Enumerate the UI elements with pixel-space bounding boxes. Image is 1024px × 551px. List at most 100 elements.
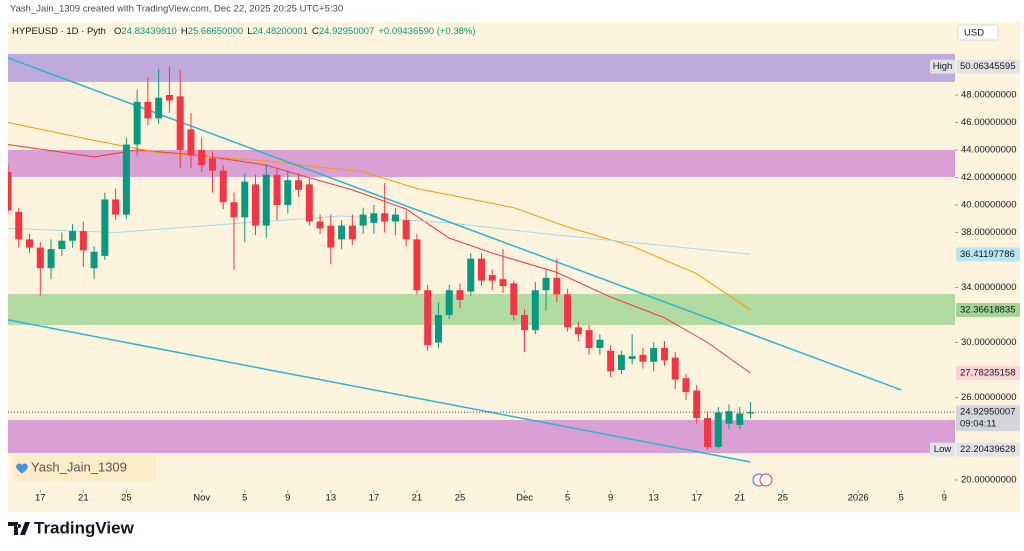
price-label-box bbox=[956, 442, 1020, 457]
candle-body bbox=[133, 101, 141, 145]
currency-box bbox=[957, 24, 999, 41]
zone bbox=[8, 149, 955, 177]
currency: USD bbox=[964, 28, 984, 39]
trend-line bbox=[8, 319, 751, 463]
price-label: 50.06345595 bbox=[960, 61, 1015, 72]
x-tick-label: 9 bbox=[285, 493, 290, 504]
legend-key: C bbox=[312, 26, 319, 37]
watermark: Yash_Jain_1309 bbox=[31, 459, 127, 474]
candle-body bbox=[639, 354, 647, 362]
candle-body bbox=[198, 149, 206, 166]
x-tick-label: 17 bbox=[35, 493, 46, 504]
candle-body bbox=[553, 277, 561, 295]
candle-body bbox=[219, 170, 227, 203]
x-tick-label: 13 bbox=[648, 493, 659, 504]
candle-body bbox=[69, 231, 77, 241]
candle-body bbox=[208, 158, 216, 171]
x-tick-label: 25 bbox=[778, 493, 789, 504]
candle-body bbox=[47, 248, 55, 269]
candle-body bbox=[671, 357, 679, 380]
candle-body bbox=[499, 279, 507, 287]
legend: HYPEUSD · 1D · Pyth O24.83439810 H25.66650… bbox=[12, 26, 476, 37]
price-label-box bbox=[956, 405, 1020, 432]
candle-body bbox=[112, 199, 120, 215]
candle-body bbox=[165, 95, 173, 101]
price-label: 22.20439628 bbox=[960, 444, 1015, 455]
y-tick-label: 48.00000000 bbox=[961, 90, 1016, 101]
price-label-box bbox=[956, 59, 1020, 74]
candle-body bbox=[348, 225, 356, 240]
legend-change: +0.09436590 (+0.38%) bbox=[378, 26, 475, 37]
plot-area bbox=[8, 53, 955, 463]
candle-body bbox=[596, 339, 604, 348]
candle-body bbox=[434, 314, 442, 343]
candle-body bbox=[26, 239, 34, 248]
candle-body bbox=[478, 258, 485, 281]
candle-body bbox=[391, 214, 399, 222]
y-tick-label: 44.00000000 bbox=[961, 145, 1016, 156]
candle-body bbox=[316, 221, 324, 229]
candle-body bbox=[467, 258, 475, 292]
axes: 20.00000000 26.00000000 30.00000000 34.0000… bbox=[35, 59, 1020, 504]
candle-body bbox=[305, 184, 313, 222]
candle-body bbox=[617, 354, 625, 370]
x-tick-label: Nov bbox=[193, 493, 210, 504]
brand: TradingView bbox=[34, 518, 135, 537]
zone bbox=[8, 53, 955, 82]
x-tick-label: 25 bbox=[121, 493, 132, 504]
y-tick-label: 40.00000000 bbox=[961, 200, 1016, 211]
candle-body bbox=[585, 330, 593, 348]
x-tick-label: 21 bbox=[412, 493, 423, 504]
candle-body bbox=[370, 213, 378, 223]
candle-body bbox=[8, 171, 12, 211]
candle-body bbox=[101, 199, 109, 256]
candle-body bbox=[488, 275, 496, 281]
candle-body bbox=[736, 413, 744, 425]
candle-body bbox=[58, 240, 66, 249]
candle-body bbox=[682, 378, 690, 392]
candle-body bbox=[747, 412, 755, 414]
x-tick-label: 5 bbox=[899, 493, 904, 504]
x-tick-label: 9 bbox=[942, 493, 947, 504]
x-tick-label: 17 bbox=[369, 493, 380, 504]
y-tick-label: 46.00000000 bbox=[961, 117, 1016, 128]
candle-body bbox=[359, 214, 367, 226]
candle-body bbox=[295, 180, 303, 190]
candle-body bbox=[413, 239, 421, 291]
y-tick-label: 26.00000000 bbox=[961, 392, 1016, 403]
candle-body bbox=[284, 180, 292, 205]
price-label-box bbox=[956, 247, 1020, 262]
zone bbox=[8, 420, 955, 454]
x-tick-label: 25 bbox=[455, 493, 466, 504]
legend-value: 24.48200001 bbox=[253, 26, 308, 37]
credit: Yash_Jain_1309 created with TradingView.… bbox=[10, 4, 343, 15]
candle-body bbox=[327, 225, 335, 248]
candle-body bbox=[628, 356, 636, 359]
price-tag-box bbox=[930, 442, 955, 457]
price-label: 36.41197786 bbox=[960, 249, 1015, 260]
legend-symbol: HYPEUSD · 1D · Pyth bbox=[12, 26, 106, 37]
candle-body bbox=[424, 290, 432, 346]
event-icons bbox=[752, 473, 773, 487]
candle-body bbox=[714, 412, 722, 447]
candle-body bbox=[338, 225, 346, 240]
candle-body bbox=[273, 174, 281, 205]
price-label-box bbox=[956, 302, 1020, 317]
candle-body bbox=[15, 211, 23, 240]
logo-mark bbox=[8, 522, 30, 535]
candle-body bbox=[574, 327, 582, 335]
candle-body bbox=[187, 129, 195, 156]
candle-body bbox=[252, 184, 260, 226]
x-tick-label: 17 bbox=[691, 493, 702, 504]
legend-key: O bbox=[114, 26, 121, 37]
moving-average bbox=[8, 144, 751, 374]
candle-body bbox=[241, 181, 249, 218]
price-label: 32.36618835 bbox=[960, 304, 1015, 315]
price-tag: Low bbox=[934, 444, 952, 455]
legend-value: 25.66650000 bbox=[188, 26, 243, 37]
candle-body bbox=[660, 347, 668, 361]
price-tag-box bbox=[930, 59, 955, 74]
candle-body bbox=[90, 251, 98, 269]
legend-value: 24.83439810 bbox=[121, 26, 176, 37]
